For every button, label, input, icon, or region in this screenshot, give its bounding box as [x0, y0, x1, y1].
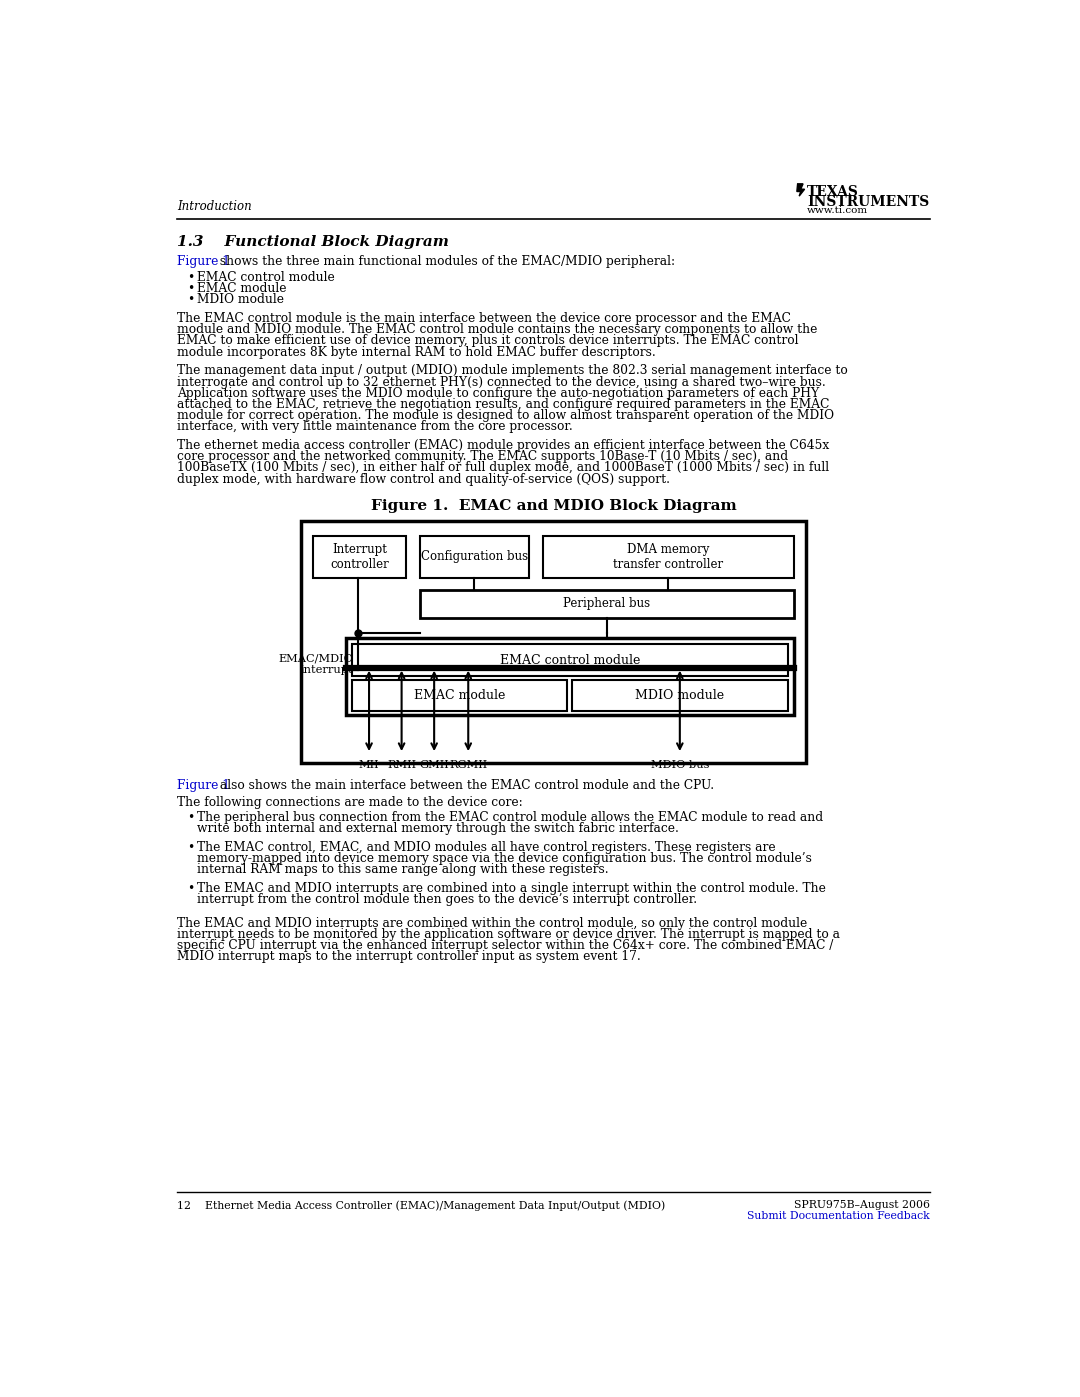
Text: specific CPU interrupt via the enhanced interrupt selector within the C64x+ core: specific CPU interrupt via the enhanced … — [177, 939, 834, 953]
Bar — [352, 644, 787, 676]
Text: module and MDIO module. The EMAC control module contains the necessary component: module and MDIO module. The EMAC control… — [177, 323, 818, 337]
Text: SPRU975B–August 2006: SPRU975B–August 2006 — [794, 1200, 930, 1210]
Text: module incorporates 8K byte internal RAM to hold EMAC buffer descriptors.: module incorporates 8K byte internal RAM… — [177, 345, 656, 359]
Text: Figure 1: Figure 1 — [177, 778, 230, 792]
Text: •: • — [187, 841, 194, 854]
Text: interrupt from the control module then goes to the device’s interrupt controller: interrupt from the control module then g… — [197, 893, 697, 907]
Text: Figure 1.  EMAC and MDIO Block Diagram: Figure 1. EMAC and MDIO Block Diagram — [370, 499, 737, 513]
Text: EMAC control module: EMAC control module — [197, 271, 335, 284]
Text: TEXAS: TEXAS — [807, 184, 859, 198]
Text: www.ti.com: www.ti.com — [807, 207, 868, 215]
Text: RMII: RMII — [387, 760, 416, 770]
Text: The EMAC and MDIO interrupts are combined within the control module, so only the: The EMAC and MDIO interrupts are combine… — [177, 916, 807, 930]
Text: •: • — [187, 812, 194, 824]
Text: EMAC module: EMAC module — [197, 282, 286, 295]
Text: MDIO bus: MDIO bus — [650, 760, 710, 770]
Text: •: • — [187, 282, 194, 295]
Text: Submit Documentation Feedback: Submit Documentation Feedback — [747, 1211, 930, 1221]
Text: memory-mapped into device memory space via the device configuration bus. The con: memory-mapped into device memory space v… — [197, 852, 812, 865]
Text: GMII: GMII — [419, 760, 449, 770]
Text: INSTRUMENTS: INSTRUMENTS — [807, 196, 929, 210]
Text: 12    Ethernet Media Access Controller (EMAC)/Management Data Input/Output (MDIO: 12 Ethernet Media Access Controller (EMA… — [177, 1200, 665, 1211]
Text: EMAC/MDIO
interrupt: EMAC/MDIO interrupt — [279, 654, 353, 675]
Text: Peripheral bus: Peripheral bus — [564, 598, 650, 610]
Text: Interrupt
controller: Interrupt controller — [330, 543, 389, 571]
Text: interrupt needs to be monitored by the application software or device driver. Th: interrupt needs to be monitored by the a… — [177, 928, 840, 942]
Bar — [420, 590, 794, 617]
Text: attached to the EMAC, retrieve the negotiation results, and configure required p: attached to the EMAC, retrieve the negot… — [177, 398, 829, 411]
Text: MII: MII — [359, 760, 379, 770]
Text: EMAC to make efficient use of device memory, plus it controls device interrupts.: EMAC to make efficient use of device mem… — [177, 334, 798, 348]
Text: write both internal and external memory through the switch fabric interface.: write both internal and external memory … — [197, 823, 679, 835]
Text: DMA memory
transfer controller: DMA memory transfer controller — [613, 543, 724, 571]
Text: Application software uses the MDIO module to configure the auto-negotiation para: Application software uses the MDIO modul… — [177, 387, 819, 400]
Text: MDIO module: MDIO module — [197, 293, 284, 306]
Text: Figure 1: Figure 1 — [177, 256, 230, 268]
Text: module for correct operation. The module is designed to allow almost transparent: module for correct operation. The module… — [177, 409, 834, 422]
Text: shows the three main functional modules of the EMAC/MDIO peripheral:: shows the three main functional modules … — [216, 256, 675, 268]
Text: •: • — [187, 882, 194, 895]
Text: duplex mode, with hardware flow control and quality-of-service (QOS) support.: duplex mode, with hardware flow control … — [177, 472, 670, 486]
Bar — [346, 637, 794, 715]
Bar — [542, 536, 794, 578]
Text: also shows the main interface between the EMAC control module and the CPU.: also shows the main interface between th… — [216, 778, 715, 792]
Text: interrogate and control up to 32 ethernet PHY(s) connected to the device, using : interrogate and control up to 32 etherne… — [177, 376, 825, 388]
Bar — [420, 536, 529, 578]
Bar — [572, 680, 787, 711]
Bar — [313, 536, 406, 578]
Text: The EMAC control, EMAC, and MDIO modules all have control registers. These regis: The EMAC control, EMAC, and MDIO modules… — [197, 841, 775, 854]
Text: The EMAC and MDIO interrupts are combined into a single interrupt within the con: The EMAC and MDIO interrupts are combine… — [197, 882, 826, 895]
Text: Configuration bus: Configuration bus — [421, 550, 528, 563]
Text: RGMII: RGMII — [449, 760, 487, 770]
Text: •: • — [187, 293, 194, 306]
Text: The EMAC control module is the main interface between the device core processor : The EMAC control module is the main inte… — [177, 312, 791, 326]
Text: The ethernet media access controller (EMAC) module provides an efficient interfa: The ethernet media access controller (EM… — [177, 439, 829, 453]
Bar — [301, 521, 806, 763]
Text: MDIO interrupt maps to the interrupt controller input as system event 17.: MDIO interrupt maps to the interrupt con… — [177, 950, 640, 964]
Text: core processor and the networked community. The EMAC supports 10Base-T (10 Mbits: core processor and the networked communi… — [177, 450, 788, 464]
Text: interface, with very little maintenance from the core processor.: interface, with very little maintenance … — [177, 420, 572, 433]
Text: The management data input / output (MDIO) module implements the 802.3 serial man: The management data input / output (MDIO… — [177, 365, 848, 377]
Text: EMAC module: EMAC module — [414, 689, 505, 701]
Text: EMAC control module: EMAC control module — [500, 654, 640, 666]
Text: The peripheral bus connection from the EMAC control module allows the EMAC modul: The peripheral bus connection from the E… — [197, 812, 823, 824]
Text: 100BaseTX (100 Mbits / sec), in either half or full duplex mode, and 1000BaseT (: 100BaseTX (100 Mbits / sec), in either h… — [177, 461, 829, 475]
Text: •: • — [187, 271, 194, 284]
Text: The following connections are made to the device core:: The following connections are made to th… — [177, 795, 523, 809]
Polygon shape — [797, 184, 805, 196]
Bar — [352, 680, 567, 711]
Text: internal RAM maps to this same range along with these registers.: internal RAM maps to this same range alo… — [197, 863, 609, 876]
Text: 1.3    Functional Block Diagram: 1.3 Functional Block Diagram — [177, 235, 448, 249]
Text: MDIO module: MDIO module — [635, 689, 725, 701]
Text: Introduction: Introduction — [177, 200, 252, 214]
